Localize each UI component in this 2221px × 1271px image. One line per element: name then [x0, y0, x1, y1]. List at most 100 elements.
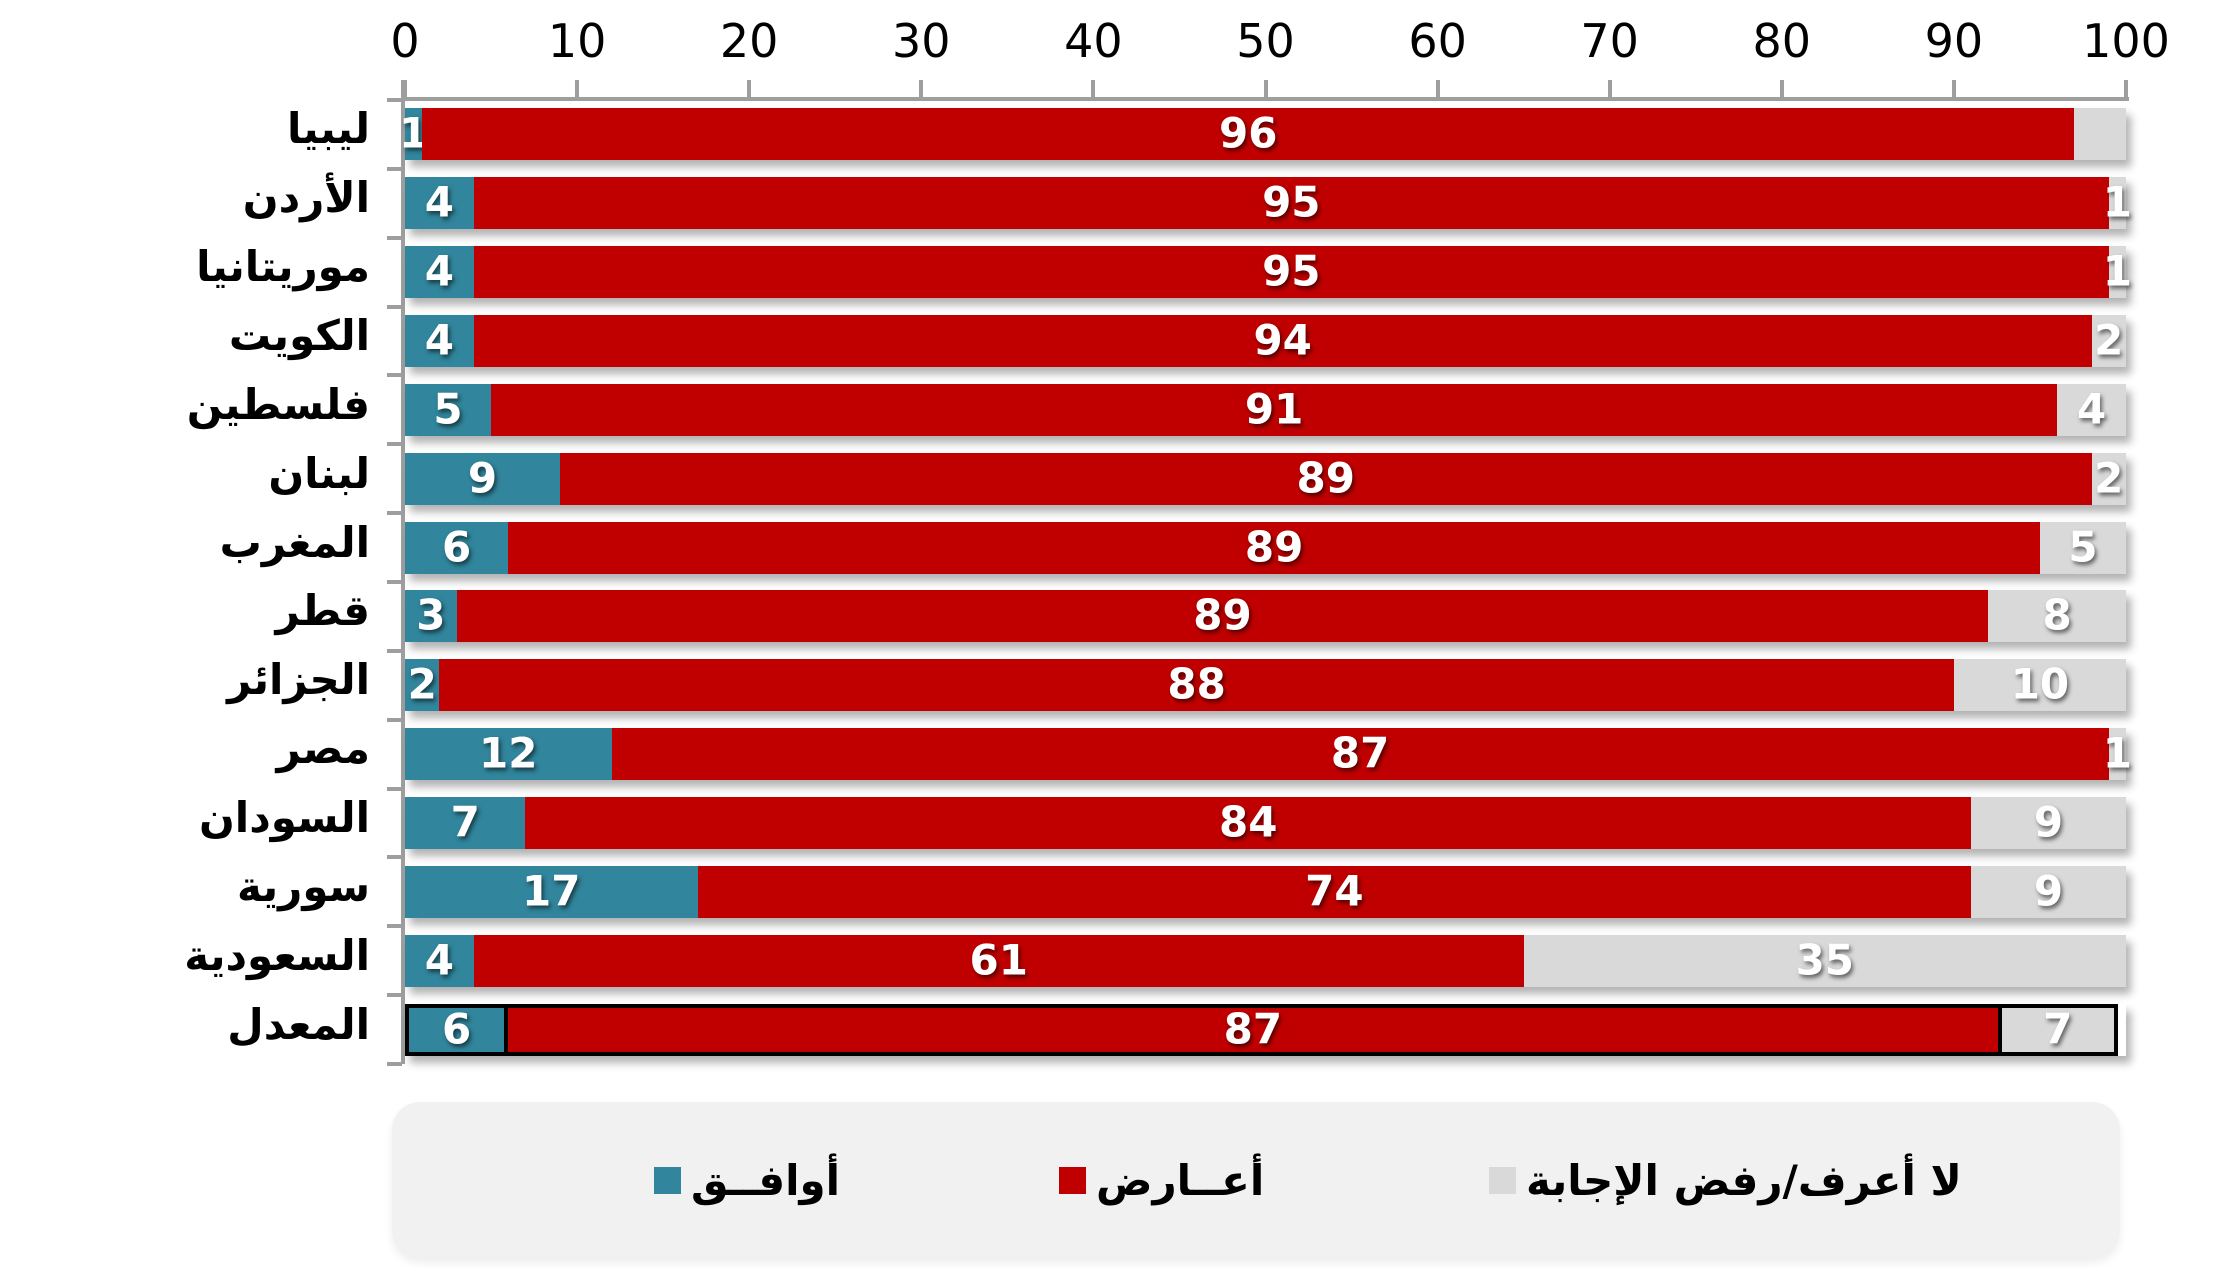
category-label: قطر — [275, 586, 370, 636]
x-axis-tick — [403, 80, 407, 97]
x-axis-tick-label: 60 — [1408, 14, 1467, 68]
y-axis-tick — [387, 511, 402, 516]
value-label-oppose: 61 — [969, 935, 1028, 985]
bar-segment-oppose: 94 — [473, 315, 2092, 367]
value-label-oppose: 91 — [1244, 384, 1304, 434]
value-label-agree: 2 — [407, 659, 437, 709]
legend-item-agree: أوافــق — [654, 1154, 840, 1206]
category-label: المغرب — [219, 517, 370, 567]
x-axis-tick — [747, 80, 752, 97]
y-axis-tick — [387, 166, 402, 171]
y-axis-tick — [387, 373, 402, 378]
x-axis-tick-label: 30 — [892, 14, 951, 68]
bar-row: 1 96 — [399, 108, 2126, 161]
value-label-oppose: 84 — [1219, 797, 1278, 847]
x-axis-tick — [1607, 80, 1612, 97]
y-axis-tick — [387, 235, 402, 240]
bar-segment-oppose: 95 — [473, 246, 2109, 299]
x-axis-tick — [1091, 80, 1096, 97]
bar-row: 4 95 1 — [405, 177, 2132, 230]
value-label-dont-know: 8 — [2042, 590, 2072, 640]
bar-segment-dont-know: 4 — [2057, 383, 2126, 436]
y-axis-line — [401, 80, 405, 1064]
bar-segment-oppose: 87 — [504, 1003, 2002, 1056]
x-axis-line — [403, 97, 2129, 101]
bar-segment-agree: 4 — [405, 177, 474, 230]
value-label-agree: 6 — [442, 1004, 472, 1054]
bar-segment-agree: 1 — [399, 108, 428, 161]
value-label-agree: 4 — [424, 315, 455, 365]
bar-row: 4 95 1 — [405, 246, 2132, 299]
y-axis-tick — [387, 924, 402, 929]
x-axis-tick — [2124, 80, 2128, 97]
category-label: السودان — [198, 793, 370, 842]
legend-item-oppose: أعــارض — [1059, 1154, 1264, 1206]
bar-segment-oppose: 95 — [473, 177, 2109, 230]
value-label-oppose: 89 — [1296, 453, 1355, 503]
bar-segment-agree: 6 — [405, 521, 509, 574]
bar-segment-agree: 6 — [405, 1003, 509, 1056]
legend-swatch-dont-know-icon — [1489, 1166, 1516, 1194]
bar-row: 2 88 10 — [405, 659, 2126, 712]
value-label-dont-know: 2 — [2094, 453, 2124, 503]
bar-segment-agree: 7 — [405, 797, 526, 849]
legend-box: أوافــق أعــارض لا أعرف/رفض الإجابة — [392, 1102, 2120, 1258]
value-label-dont-know: 35 — [1795, 935, 1855, 985]
bar-row: 6 87 7 — [405, 1003, 2126, 1056]
value-label-oppose: 95 — [1262, 177, 1321, 227]
x-axis-tick-label: 0 — [390, 14, 420, 68]
value-label-agree: 12 — [479, 728, 538, 778]
bar-segment-dont-know: 8 — [1988, 590, 2126, 643]
legend-label-agree: أوافــق — [691, 1155, 840, 1205]
y-axis-tick — [387, 304, 402, 309]
bar-row: 4 61 35 — [405, 934, 2126, 987]
bar-segment-dont-know: 1 — [2103, 177, 2132, 230]
y-axis-tick — [387, 580, 402, 584]
category-label: مصر — [276, 724, 370, 774]
legend-swatch-agree-icon — [654, 1166, 681, 1194]
category-label: فلسطين — [186, 379, 370, 429]
bar-segment-agree: 3 — [405, 590, 457, 643]
legend-label-oppose: أعــارض — [1096, 1155, 1265, 1205]
bar-segment-dont-know: 2 — [2091, 452, 2126, 505]
value-label-agree: 17 — [522, 866, 581, 916]
value-label-oppose: 74 — [1305, 866, 1364, 916]
category-label: المعدل — [227, 999, 370, 1049]
y-axis-tick — [387, 786, 402, 791]
bar-segment-oppose: 74 — [697, 865, 1972, 918]
x-axis-tick-label: 50 — [1236, 14, 1295, 68]
value-label-agree: 6 — [442, 522, 472, 572]
value-label-dont-know: 9 — [2033, 866, 2064, 916]
bar-segment-agree: 5 — [405, 383, 492, 436]
value-label-agree: 5 — [433, 384, 463, 434]
category-label: الجزائر — [227, 655, 370, 705]
value-label-dont-know: 2 — [2094, 315, 2124, 365]
x-axis-tick-label: 70 — [1580, 14, 1639, 68]
x-axis-tick — [575, 80, 580, 97]
x-axis-tick-label: 90 — [1924, 14, 1984, 68]
bar-row: 17 74 9 — [405, 865, 2126, 918]
legend-item-dont-know: لا أعرف/رفض الإجابة — [1489, 1154, 1962, 1206]
bar-row: 9 89 2 — [405, 452, 2126, 505]
bar-row: 12 87 1 — [405, 728, 2132, 781]
y-axis-tick — [387, 717, 402, 722]
bar-segment-dont-know — [2074, 108, 2126, 161]
bar-segment-oppose: 89 — [559, 452, 2092, 505]
bar-segment-agree: 2 — [405, 659, 440, 712]
bar-segment-oppose: 61 — [473, 934, 1524, 987]
value-label-dont-know: 1 — [2102, 728, 2132, 778]
bar-segment-oppose: 96 — [422, 108, 2075, 161]
category-label: الكويت — [228, 311, 370, 360]
category-label: لبنان — [268, 448, 370, 498]
bar-segment-oppose: 91 — [491, 383, 2058, 436]
value-label-dont-know: 1 — [2102, 177, 2132, 227]
bar-row: 7 84 9 — [405, 797, 2126, 849]
bar-segment-dont-know: 2 — [2091, 315, 2126, 367]
value-label-oppose: 95 — [1262, 246, 1321, 296]
bar-segment-agree: 4 — [405, 246, 474, 299]
value-label-dont-know: 4 — [2076, 384, 2107, 434]
legend-swatch-oppose-icon — [1059, 1166, 1086, 1194]
x-axis-tick — [919, 80, 924, 97]
bar-segment-agree: 9 — [405, 452, 560, 505]
